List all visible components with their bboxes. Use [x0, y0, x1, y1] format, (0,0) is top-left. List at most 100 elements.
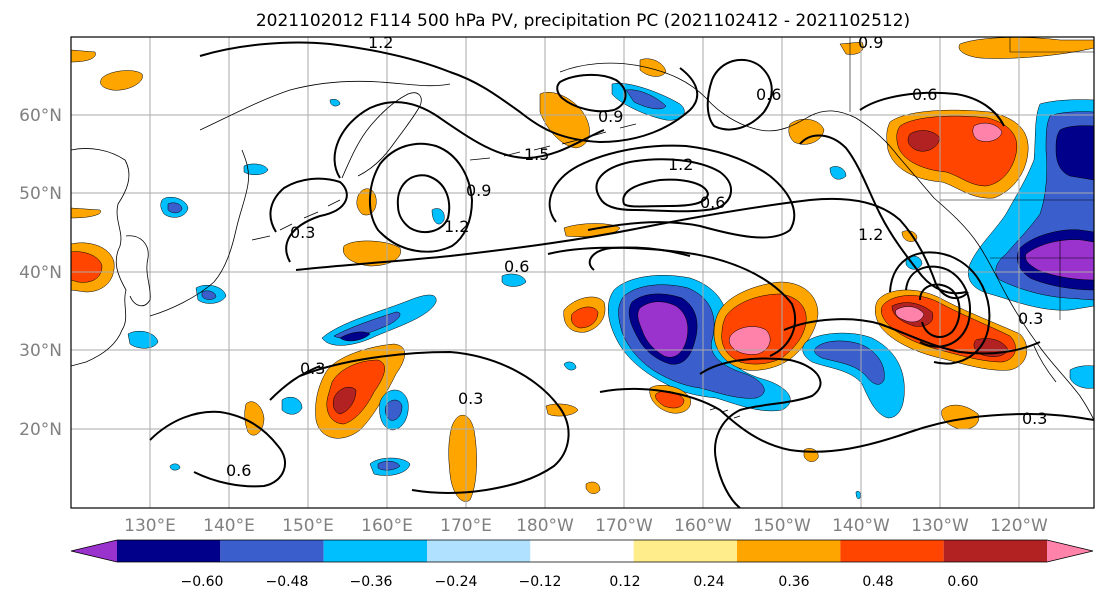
colorbar-tick: −0.24: [435, 574, 478, 590]
contour-labels: 1.2 0.9 0.6 0.9 0.6 1.2 1.5 0.9 1.2 0.3 …: [226, 33, 1047, 480]
pv-contour: [919, 283, 961, 338]
colorbar-bin: [427, 540, 531, 562]
colorbar-bin: [71, 540, 117, 562]
coastlines: [71, 62, 1094, 421]
pv-contour: [269, 177, 348, 263]
pv-contour: [333, 101, 605, 179]
colorbar-tick: −0.12: [519, 574, 562, 590]
lat-label: 50°N: [19, 184, 62, 204]
precip-area: [972, 122, 1003, 142]
precip-area: [71, 251, 103, 283]
pv-contour: [783, 318, 1041, 355]
contour-label: 0.3: [458, 389, 483, 408]
pv-contour: [706, 58, 773, 131]
lat-label: 20°N: [19, 420, 62, 440]
precip-area: [201, 290, 217, 300]
contour-label: 1.2: [444, 217, 469, 236]
precip-area: [563, 361, 577, 371]
latitude-labels: 60°N 50°N 40°N 30°N 20°N: [19, 106, 62, 440]
colorbar-bin: [840, 540, 944, 562]
precipitation-shading: [71, 37, 1094, 502]
precip-area: [1069, 365, 1094, 389]
lon-label: 170°E: [440, 516, 492, 536]
precip-area: [855, 491, 861, 499]
lon-label: 120°W: [990, 516, 1048, 536]
lon-label: 180°W: [516, 516, 574, 536]
precip-area: [814, 340, 885, 385]
pv-contour: [889, 251, 991, 365]
coast-alaska: [559, 62, 935, 199]
colorbar-bin: [323, 540, 427, 562]
coast-aleutians: [469, 123, 637, 161]
colorbar-bin: [633, 540, 737, 562]
pv-contour: [699, 357, 822, 508]
precip-area: [625, 89, 667, 110]
pv-contour: [299, 350, 570, 494]
contour-label: 0.9: [466, 181, 491, 200]
contour-label: 0.9: [858, 33, 883, 52]
pv-contour: [368, 142, 474, 253]
lon-label: 160°E: [361, 516, 413, 536]
longitude-labels: 130°E 140°E 150°E 160°E 170°E 180°W 170°…: [124, 516, 1048, 536]
contour-label: 0.3: [300, 359, 325, 378]
pv-contour: [149, 410, 286, 488]
precip-area: [895, 306, 925, 323]
colorbar-bin: [943, 540, 1047, 562]
precip-area: [585, 481, 601, 494]
pv-contour: [396, 174, 451, 234]
contour-label: 1.5: [524, 145, 549, 164]
contour-label: 0.3: [290, 223, 315, 242]
precip-area: [501, 273, 527, 287]
contour-label: 0.6: [226, 461, 251, 480]
contour-label: 0.6: [504, 257, 529, 276]
coast-kamchatka: [341, 92, 422, 179]
contour-label: 0.3: [1022, 409, 1047, 428]
coast-siberia: [199, 80, 451, 131]
contour-label: 0.6: [912, 85, 937, 104]
contour-label: 0.6: [700, 193, 725, 212]
lon-label: 140°E: [203, 516, 255, 536]
coast-japan: [149, 149, 249, 317]
pv-contour: [556, 74, 627, 113]
lon-label: 160°W: [674, 516, 732, 536]
precip-area: [100, 70, 143, 91]
contour-label: 0.6: [756, 85, 781, 104]
colorbar-tick-labels: −0.60 −0.48 −0.36 −0.24 −0.12 0.12 0.24 …: [181, 574, 979, 590]
precip-area: [169, 463, 181, 471]
coast-na-west: [933, 197, 1094, 421]
pv-contour: [199, 41, 699, 144]
lon-label: 130°W: [911, 516, 969, 536]
pv-contour: [269, 365, 321, 401]
boundaries: [849, 37, 1094, 320]
coast-asia: [71, 148, 130, 367]
colorbar-outline: [70, 539, 1094, 563]
colorbar-bin: [1047, 540, 1093, 562]
graticule: [71, 37, 1094, 508]
lon-label: 130°E: [124, 516, 176, 536]
contour-label: 1.2: [668, 155, 693, 174]
precip-area: [333, 387, 357, 415]
pv-contour: [548, 144, 796, 239]
pv-contour: [588, 246, 691, 271]
colorbar-tick: 0.36: [778, 574, 809, 590]
pv-contour: [599, 387, 1094, 453]
precip-area: [281, 397, 303, 415]
precip-area: [829, 166, 847, 180]
precip-area: [356, 188, 377, 216]
precip-area: [1055, 125, 1094, 181]
colorbar-tick: −0.60: [181, 574, 224, 590]
colorbar: −0.60 −0.48 −0.36 −0.24 −0.12 0.12 0.24 …: [70, 539, 1094, 590]
contour-label: 1.2: [858, 225, 883, 244]
colorbar-bins: [71, 540, 1093, 562]
precip-area: [637, 301, 689, 358]
precip-area: [907, 130, 941, 152]
precip-area: [728, 326, 771, 355]
precip-area: [329, 98, 341, 107]
coast-korea: [125, 235, 151, 307]
lon-label: 140°W: [832, 516, 890, 536]
lon-label: 150°W: [753, 516, 811, 536]
colorbar-tick: 0.60: [947, 574, 978, 590]
lon-label: 170°W: [595, 516, 653, 536]
precip-area: [448, 415, 477, 502]
map-frame: [70, 36, 1095, 509]
